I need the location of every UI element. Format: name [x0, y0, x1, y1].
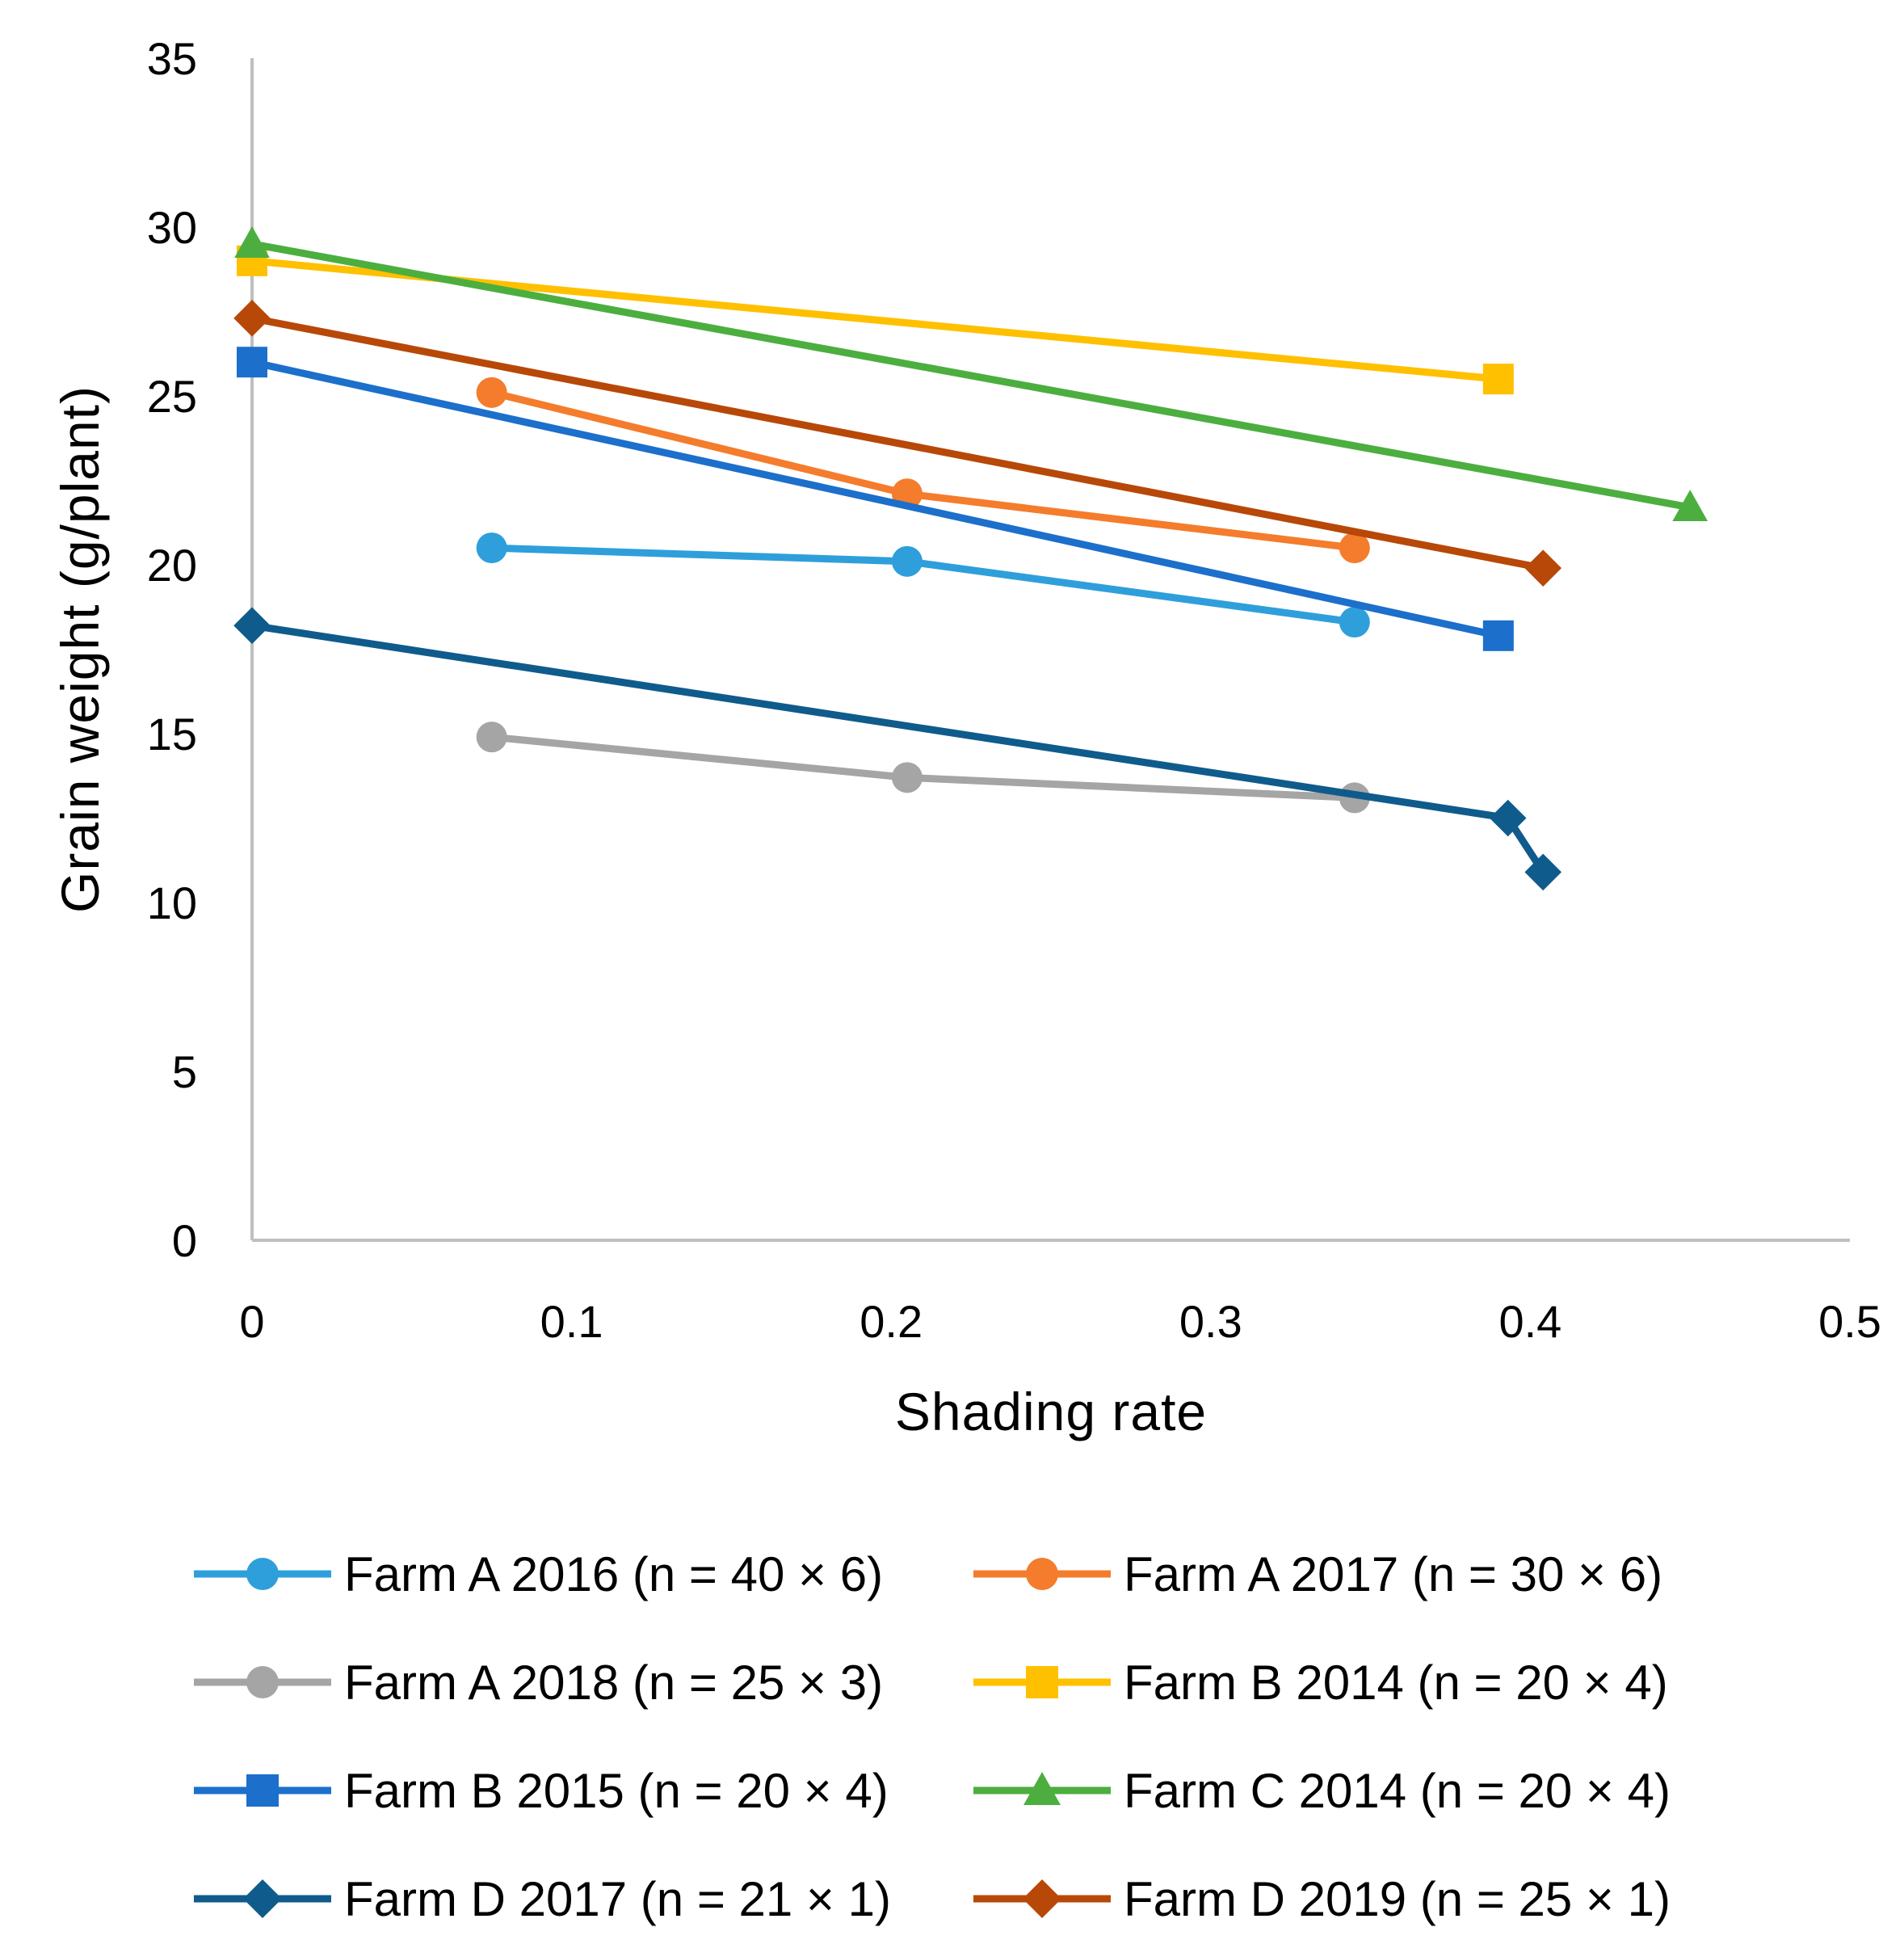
y-tick-label: 0	[172, 1215, 197, 1266]
diamond-marker	[233, 607, 271, 645]
diamond-marker	[1023, 1879, 1061, 1918]
legend-entry: Farm A 2017 (n = 30 × 6)	[973, 1547, 1662, 1601]
series-line	[488, 733, 1359, 802]
circle-marker	[1339, 532, 1370, 564]
diamond-marker	[1489, 799, 1527, 837]
series-2	[476, 377, 1370, 564]
triangle-marker	[1672, 490, 1709, 522]
legend-label: Farm D 2017 (n = 21 × 1)	[344, 1872, 891, 1926]
circle-marker	[246, 1666, 279, 1698]
y-tick-label: 15	[147, 709, 197, 760]
series-7	[233, 607, 1562, 891]
legend-entry: Farm D 2019 (n = 25 × 1)	[973, 1872, 1671, 1926]
y-tick-label: 35	[147, 33, 197, 84]
legend-entry: Farm B 2015 (n = 20 × 4)	[194, 1764, 889, 1818]
square-marker	[246, 1774, 279, 1807]
x-tick-label: 0.3	[1179, 1296, 1242, 1347]
legend-label: Farm A 2016 (n = 40 × 6)	[344, 1547, 883, 1601]
diamond-marker	[233, 300, 271, 337]
series-line	[488, 544, 1359, 626]
circle-marker	[246, 1558, 279, 1590]
y-tick-label: 20	[147, 540, 197, 591]
circle-marker	[1339, 607, 1370, 638]
legend-label: Farm A 2017 (n = 30 × 6)	[1124, 1547, 1662, 1601]
series-line	[248, 314, 1547, 572]
legend: Farm A 2016 (n = 40 × 6) Farm A 2017 (n =…	[194, 1547, 1671, 1926]
series-1	[476, 532, 1370, 638]
diamond-marker	[1524, 853, 1562, 891]
square-marker	[237, 347, 267, 378]
plot-series	[233, 226, 1709, 891]
series-3	[476, 722, 1370, 814]
diamond-marker	[1524, 549, 1562, 587]
legend-label: Farm B 2014 (n = 20 × 4)	[1124, 1656, 1668, 1710]
x-tick-labels: 0 0.1 0.2 0.3 0.4 0.5	[239, 1296, 1881, 1347]
x-tick-label: 0.1	[540, 1296, 603, 1347]
circle-marker	[476, 532, 507, 564]
legend-label: Farm C 2014 (n = 20 × 4)	[1124, 1764, 1671, 1818]
series-line	[248, 240, 1694, 511]
series-5	[237, 347, 1514, 651]
triangle-marker	[234, 226, 270, 258]
circle-marker	[1026, 1558, 1058, 1590]
legend-entry: Farm A 2016 (n = 40 × 6)	[194, 1547, 883, 1601]
circle-marker	[476, 377, 507, 408]
circle-marker	[891, 762, 923, 793]
series-line	[248, 621, 1547, 876]
square-marker	[1026, 1666, 1058, 1698]
x-tick-label: 0.2	[860, 1296, 923, 1347]
series-line	[248, 358, 1503, 640]
x-tick-label: 0.4	[1498, 1296, 1561, 1347]
diamond-marker	[243, 1879, 282, 1918]
y-axis-title: Grain weight (g/plant)	[50, 385, 110, 913]
square-marker	[1482, 364, 1514, 395]
series-8	[233, 300, 1562, 587]
legend-entry: Farm B 2014 (n = 20 × 4)	[973, 1656, 1668, 1710]
series-line	[488, 389, 1359, 552]
legend-entry: Farm C 2014 (n = 20 × 4)	[973, 1764, 1671, 1818]
series-6	[234, 226, 1709, 522]
legend-label: Farm A 2018 (n = 25 × 3)	[344, 1656, 883, 1710]
triangle-marker	[1023, 1772, 1061, 1805]
y-tick-label: 5	[172, 1046, 197, 1097]
legend-entry: Farm D 2017 (n = 21 × 1)	[194, 1872, 891, 1926]
legend-label: Farm D 2019 (n = 25 × 1)	[1124, 1872, 1671, 1926]
y-tick-labels: 0 5 10 15 20 25 30 35	[147, 33, 197, 1266]
y-tick-label: 10	[147, 877, 197, 928]
legend-entry: Farm A 2018 (n = 25 × 3)	[194, 1656, 883, 1710]
x-tick-label: 0.5	[1818, 1296, 1881, 1347]
y-tick-label: 25	[147, 371, 197, 422]
x-axis-title: Shading rate	[895, 1382, 1207, 1441]
legend-label: Farm B 2015 (n = 20 × 4)	[344, 1764, 889, 1818]
series-4	[237, 245, 1514, 395]
x-tick-label: 0	[239, 1296, 264, 1347]
y-tick-label: 30	[147, 202, 197, 253]
square-marker	[1482, 620, 1514, 651]
axes	[250, 58, 1850, 1242]
circle-marker	[891, 545, 923, 577]
circle-marker	[476, 722, 507, 753]
